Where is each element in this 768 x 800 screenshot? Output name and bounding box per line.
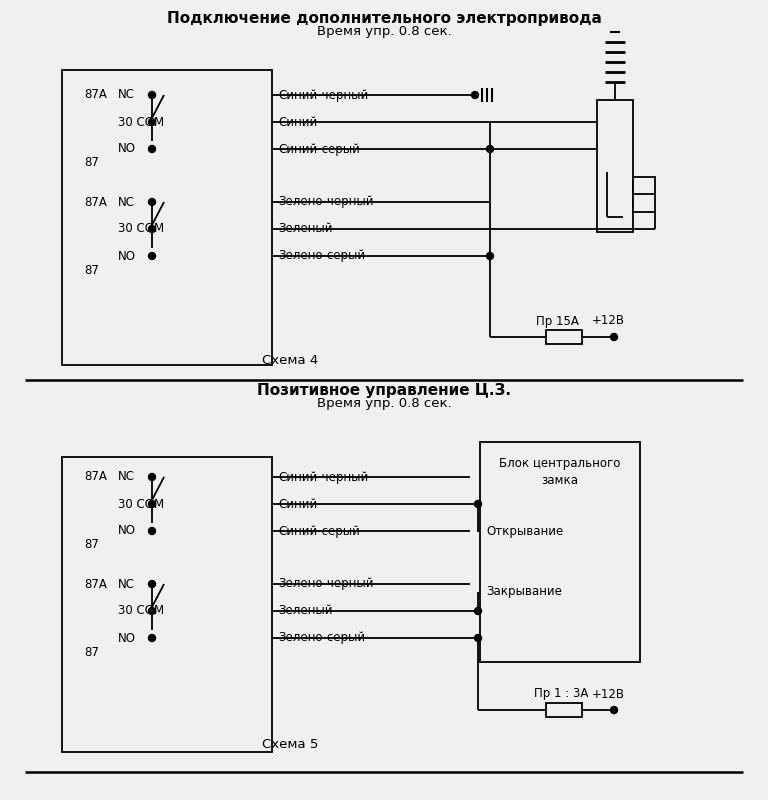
Text: 87A: 87A <box>84 470 107 483</box>
Text: Зелено-серый: Зелено-серый <box>278 250 365 262</box>
Text: +12В: +12В <box>592 687 625 701</box>
Text: NO: NO <box>118 142 136 155</box>
Circle shape <box>475 634 482 642</box>
Circle shape <box>475 501 482 507</box>
Circle shape <box>148 226 155 233</box>
Bar <box>546 703 582 717</box>
Circle shape <box>472 91 478 98</box>
Text: 30 COM: 30 COM <box>118 498 164 510</box>
Text: +12В: +12В <box>592 314 625 327</box>
Text: NC: NC <box>118 470 135 483</box>
Text: 87: 87 <box>84 157 99 170</box>
Text: Схема 5: Схема 5 <box>262 738 318 751</box>
Circle shape <box>148 474 155 481</box>
Text: 30 COM: 30 COM <box>118 605 164 618</box>
Text: Синий-черный: Синий-черный <box>278 89 368 102</box>
Text: NO: NO <box>118 250 136 262</box>
Text: NC: NC <box>118 578 135 590</box>
Text: 87A: 87A <box>84 89 107 102</box>
Text: NC: NC <box>118 195 135 209</box>
Circle shape <box>148 607 155 614</box>
Text: 30 COM: 30 COM <box>118 115 164 129</box>
Circle shape <box>148 253 155 259</box>
Circle shape <box>148 198 155 206</box>
Bar <box>62 70 272 365</box>
Text: Зелено-черный: Зелено-черный <box>278 578 373 590</box>
Text: Синий: Синий <box>278 498 317 510</box>
Circle shape <box>486 146 494 153</box>
Text: Схема 4: Схема 4 <box>262 354 318 366</box>
Text: NO: NO <box>118 525 136 538</box>
Text: 87A: 87A <box>84 578 107 590</box>
Circle shape <box>148 501 155 507</box>
Text: Синий-серый: Синий-серый <box>278 142 360 155</box>
Text: Позитивное управление Ц.З.: Позитивное управление Ц.З. <box>257 382 511 398</box>
Bar <box>480 442 640 662</box>
Text: Зелено-черный: Зелено-черный <box>278 195 373 209</box>
Bar <box>633 177 655 212</box>
Circle shape <box>475 607 482 614</box>
Bar <box>62 457 272 752</box>
Text: NO: NO <box>118 631 136 645</box>
Circle shape <box>486 253 494 259</box>
Circle shape <box>148 146 155 153</box>
Text: Пр 15А: Пр 15А <box>536 314 579 327</box>
Text: Подключение дополнительного электропривода: Подключение дополнительного электроприво… <box>167 10 601 26</box>
Text: 87A: 87A <box>84 195 107 209</box>
Text: Пр 1 : 3А: Пр 1 : 3А <box>534 687 588 701</box>
Text: 87: 87 <box>84 538 99 551</box>
Circle shape <box>148 91 155 98</box>
Circle shape <box>148 527 155 534</box>
Bar <box>597 100 633 232</box>
Text: Зеленый: Зеленый <box>278 605 333 618</box>
Text: NC: NC <box>118 89 135 102</box>
Bar <box>546 330 582 344</box>
Circle shape <box>611 334 617 341</box>
Circle shape <box>148 118 155 126</box>
Text: Синий-черный: Синий-черный <box>278 470 368 483</box>
Text: 87: 87 <box>84 263 99 277</box>
Text: 30 COM: 30 COM <box>118 222 164 235</box>
Circle shape <box>611 706 617 714</box>
Text: 87: 87 <box>84 646 99 658</box>
Text: Зелено-серый: Зелено-серый <box>278 631 365 645</box>
Text: Время упр. 0.8 сек.: Время упр. 0.8 сек. <box>316 398 452 410</box>
Text: Время упр. 0.8 сек.: Время упр. 0.8 сек. <box>316 26 452 38</box>
Circle shape <box>148 634 155 642</box>
Text: Синий-серый: Синий-серый <box>278 525 360 538</box>
Text: замка: замка <box>541 474 578 486</box>
Text: Зеленый: Зеленый <box>278 222 333 235</box>
Text: Синий: Синий <box>278 115 317 129</box>
Text: Блок центрального: Блок центрального <box>499 458 621 470</box>
Text: Закрывание: Закрывание <box>486 586 562 598</box>
Circle shape <box>148 581 155 587</box>
Text: Открывание: Открывание <box>486 526 563 538</box>
